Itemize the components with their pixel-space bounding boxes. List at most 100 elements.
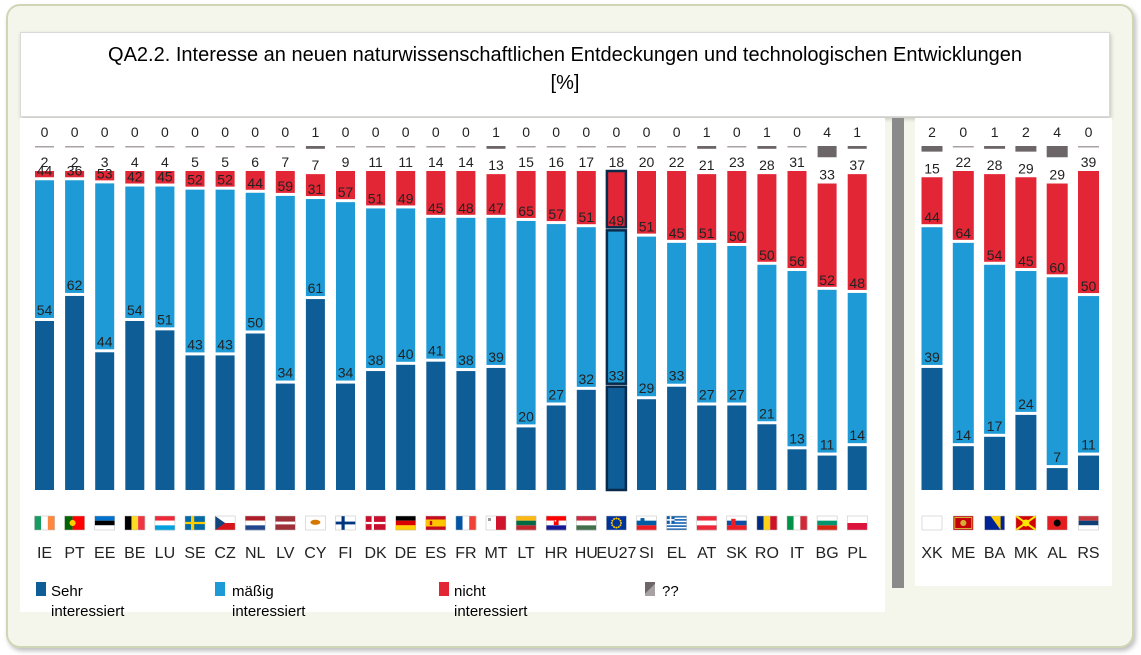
flag-mk-icon <box>1015 515 1037 531</box>
bar-nicht-si <box>637 171 656 234</box>
bar-unknown-ro <box>757 146 777 149</box>
flag-se-icon <box>184 515 206 531</box>
bar-unknown-eu27 <box>606 146 626 148</box>
bar-nicht-cz <box>215 171 235 187</box>
cand-bar-unknown-me <box>952 146 974 148</box>
cand-bar-nicht-ba <box>984 174 1006 262</box>
label-nicht-fr: 14 <box>458 154 474 170</box>
flag-cy-icon <box>305 515 326 531</box>
bar-nicht-mt <box>486 174 506 215</box>
label-maessig-ie: 44 <box>37 162 53 178</box>
label-nicht-cy: 7 <box>312 157 320 173</box>
flag-bg-icon <box>816 515 838 531</box>
label-sehr-fi: 34 <box>338 365 354 381</box>
category-label-es: ES <box>425 545 446 562</box>
bar-maessig-mt <box>486 217 506 365</box>
cand-bar-unknown-ba <box>984 146 1006 149</box>
bar-sehr-it <box>787 449 807 490</box>
label-maessig-de: 49 <box>398 190 414 206</box>
label-nicht-be: 4 <box>131 154 139 170</box>
bar-unknown-fi <box>336 146 355 148</box>
cand-bar-maessig-me <box>952 242 974 444</box>
flag-be-icon <box>124 515 146 531</box>
label-unknown-sk: 0 <box>733 124 741 140</box>
label-unknown-dk: 0 <box>372 124 380 140</box>
cand-label-sehr-xk: 39 <box>924 349 940 365</box>
cand-bar-maessig-ba <box>984 264 1006 434</box>
label-unknown-de: 0 <box>402 124 410 140</box>
bar-sehr-eu27 <box>605 385 628 492</box>
label-unknown-lu: 0 <box>161 124 169 140</box>
cand-category-label-rs: RS <box>1077 545 1099 562</box>
category-label-dk: DK <box>364 545 387 562</box>
label-nicht-mt: 13 <box>488 157 504 173</box>
cand-label-nicht-me: 22 <box>956 154 972 170</box>
label-maessig-lv: 59 <box>278 178 294 194</box>
label-unknown-el: 0 <box>673 124 681 140</box>
bar-unknown-se <box>185 146 205 148</box>
label-nicht-dk: 11 <box>368 154 383 170</box>
bar-maessig-cz <box>215 189 235 353</box>
cand-label-sehr-rs: 11 <box>1081 437 1096 453</box>
label-maessig-pt: 36 <box>67 162 83 178</box>
flag-pt-icon <box>64 515 85 531</box>
flag-me-icon <box>953 515 974 531</box>
bar-sehr-ee <box>95 352 115 490</box>
bar-nicht-lu <box>155 171 175 184</box>
bar-sehr-pt <box>65 295 85 490</box>
bar-unknown-lv <box>275 146 295 148</box>
label-nicht-lv: 7 <box>281 154 289 170</box>
label-unknown-bg: 4 <box>823 124 831 140</box>
cand-bar-sehr-me <box>952 446 974 490</box>
cand-label-nicht-mk: 29 <box>1018 160 1034 176</box>
bar-maessig-hu <box>576 227 596 387</box>
label-sehr-cy: 61 <box>308 280 324 296</box>
label-sehr-eu27: 33 <box>609 368 625 384</box>
label-maessig-be: 42 <box>127 169 143 185</box>
bar-sehr-cy <box>305 299 325 490</box>
bar-maessig-lu <box>155 186 175 328</box>
flag-lv-icon <box>275 515 296 531</box>
category-label-cy: CY <box>304 545 327 562</box>
bar-nicht-se <box>185 171 205 187</box>
cand-label-unknown-al: 4 <box>1053 124 1061 140</box>
category-label-el: EL <box>667 545 687 562</box>
label-nicht-hr: 16 <box>548 154 564 170</box>
flag-xk-icon <box>921 515 943 531</box>
category-label-lt: LT <box>517 545 535 562</box>
bar-nicht-ee <box>95 171 115 181</box>
cand-category-label-al: AL <box>1047 545 1067 562</box>
label-sehr-el: 33 <box>669 368 685 384</box>
flag-lt-icon <box>515 515 537 531</box>
flag-ba-icon <box>984 515 1005 531</box>
chart-title: QA2.2. Interesse an neuen naturwissensch… <box>20 32 1110 117</box>
category-label-bg: BG <box>816 545 839 562</box>
bar-unknown-sk <box>727 146 747 148</box>
label-sehr-bg: 11 <box>820 437 835 453</box>
cand-bar-sehr-rs <box>1078 455 1099 490</box>
label-unknown-be: 0 <box>131 124 139 140</box>
cand-label-sehr-mk: 24 <box>1018 396 1034 412</box>
bar-nicht-lt <box>516 171 536 218</box>
bar-nicht-pl <box>847 174 867 290</box>
label-maessig-el: 45 <box>669 225 685 241</box>
bar-sehr-bg <box>817 455 837 490</box>
bar-sehr-ie <box>35 320 54 490</box>
category-label-sk: SK <box>726 545 748 562</box>
cand-bar-maessig-al <box>1046 277 1068 466</box>
cand-bar-sehr-mk <box>1015 414 1037 490</box>
label-sehr-de: 40 <box>398 346 414 362</box>
label-maessig-ro: 50 <box>759 247 775 263</box>
flag-rs-icon <box>1078 515 1099 531</box>
bar-sehr-mt <box>486 367 506 490</box>
label-nicht-si: 20 <box>639 154 655 170</box>
bar-maessig-fi <box>336 202 355 381</box>
bar-maessig-hr <box>546 224 566 403</box>
cand-label-nicht-xk: 15 <box>924 160 940 176</box>
category-label-se: SE <box>184 545 205 562</box>
cand-category-label-xk: XK <box>921 545 943 562</box>
bar-nicht-pt <box>65 171 85 178</box>
cand-bar-sehr-xk <box>921 367 943 490</box>
bar-maessig-bg <box>817 289 837 453</box>
cand-label-sehr-me: 14 <box>956 427 972 443</box>
